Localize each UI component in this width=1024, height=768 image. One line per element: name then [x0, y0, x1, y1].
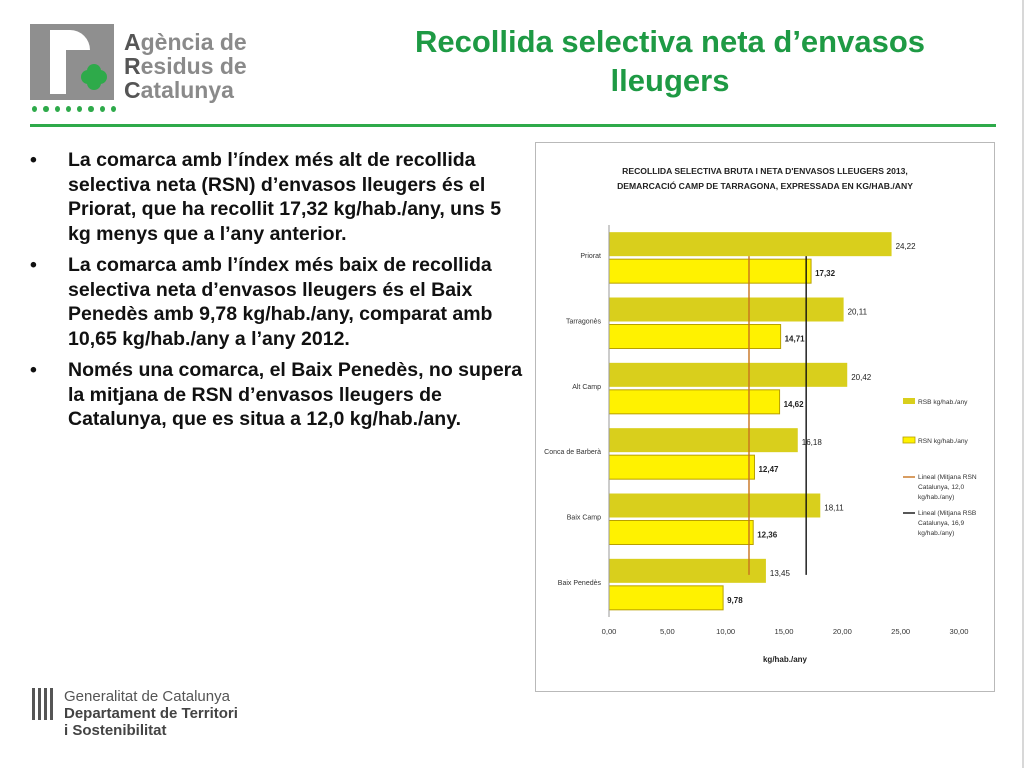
bar-rsn — [608, 324, 782, 349]
x-tick-label: 0,00 — [602, 627, 617, 636]
x-tick-label: 15,00 — [774, 627, 793, 636]
bullet-list: La comarca amb l’índex més alt de recoll… — [30, 148, 526, 439]
chart-panel: RECOLLIDA SELECTIVA BRUTA I NETA D'ENVAS… — [535, 142, 995, 692]
footer-line3: i Sostenibilitat — [64, 722, 167, 739]
data-label-rsn: 14,71 — [785, 335, 806, 344]
bar-rsn — [608, 454, 755, 480]
legend-label-ref-rsb: Lineal (Mitjana RSB — [918, 510, 977, 517]
bar-rsn — [608, 258, 812, 284]
data-label-rsb: 20,42 — [851, 373, 872, 382]
chart-title-line1: RECOLLIDA SELECTIVA BRUTA I NETA D'ENVAS… — [622, 166, 908, 176]
legend-label-ref-rsn: kg/hab./any) — [918, 494, 954, 501]
bar-rsb — [609, 362, 848, 387]
data-label-rsn: 12,36 — [757, 531, 778, 540]
data-label-rsb: 13,45 — [770, 569, 791, 578]
y-tick-label: Conca de Barberà — [544, 449, 601, 456]
logo-text: Agència de Residus de Catalunya — [124, 29, 247, 103]
y-tick-label: Baix Camp — [567, 515, 601, 522]
legend-swatch-rsb — [903, 398, 915, 404]
logo-emblem — [30, 24, 114, 100]
bar-chart: RECOLLIDA SELECTIVA BRUTA I NETA D'ENVAS… — [544, 166, 977, 664]
y-tick-label: Priorat — [580, 253, 601, 260]
bar-rsb — [609, 297, 844, 322]
footer-line1: Generalitat de Catalunya — [64, 688, 230, 705]
legend-label-ref-rsb: kg/hab./any) — [918, 530, 954, 537]
bar-rsb — [609, 428, 798, 453]
data-label-rsn: 17,32 — [815, 269, 836, 278]
bullet-item: Només una comarca, el Baix Penedès, no s… — [30, 358, 526, 432]
logo-flower-icon — [85, 68, 103, 86]
data-label-rsb: 18,11 — [824, 504, 844, 513]
generalitat-emblem-icon — [32, 688, 54, 720]
logo-dots — [32, 106, 116, 114]
chart-title-line2: DEMARCACIÓ CAMP DE TARRAGONA, EXPRESSADA… — [617, 180, 913, 191]
legend-swatch-rsn — [902, 436, 916, 444]
footer-text: Generalitat de Catalunya Departament de … — [64, 688, 238, 739]
data-label-rsb: 16,18 — [802, 438, 823, 447]
slide-title-line2: lleugers — [610, 63, 730, 98]
data-label-rsn: 9,78 — [727, 596, 743, 605]
slide-title-line1: Recollida selectiva neta d’envasos — [414, 24, 926, 59]
bar-rsb — [609, 493, 821, 518]
bar-rsn — [608, 520, 754, 545]
y-tick-label: Tarragonès — [566, 319, 602, 326]
slide-title: Recollida selectiva neta d’envasos lleug… — [370, 22, 970, 100]
data-label-rsb: 24,22 — [896, 242, 917, 251]
legend-label-rsb: RSB kg/hab./any — [918, 399, 968, 406]
y-tick-label: Alt Camp — [572, 384, 601, 391]
x-tick-label: 25,00 — [891, 627, 910, 636]
data-label-rsn: 12,47 — [758, 465, 779, 474]
title-divider — [30, 124, 996, 127]
x-tick-label: 5,00 — [660, 627, 675, 636]
slide-edge — [1022, 0, 1024, 768]
bar-rsb — [609, 558, 766, 583]
x-tick-label: 20,00 — [833, 627, 852, 636]
bullet-item: La comarca amb l’índex més baix de recol… — [30, 253, 526, 351]
agency-logo: Agència de Residus de Catalunya — [30, 24, 270, 116]
x-axis-title: kg/hab./any — [763, 655, 808, 664]
bar-rsn — [608, 585, 724, 611]
y-tick-label: Baix Penedès — [558, 580, 602, 587]
legend-label-ref-rsn: Lineal (Mitjana RSN — [918, 474, 977, 481]
data-label-rsn: 14,62 — [784, 400, 805, 409]
legend-label-ref-rsn: Catalunya, 12,0 — [918, 484, 965, 491]
legend-label-ref-rsb: Catalunya, 16,9 — [918, 520, 965, 527]
legend-label-rsn: RSN kg/hab./any — [918, 438, 969, 445]
x-tick-label: 10,00 — [716, 627, 735, 636]
bullet-item: La comarca amb l’índex més alt de recoll… — [30, 148, 526, 246]
footer-line2: Departament de Territori — [64, 705, 238, 722]
x-tick-label: 30,00 — [949, 627, 968, 636]
logo-r-icon — [44, 30, 90, 94]
data-label-rsb: 20,11 — [848, 308, 868, 317]
bar-rsn — [608, 389, 781, 415]
bar-rsb — [609, 232, 892, 257]
